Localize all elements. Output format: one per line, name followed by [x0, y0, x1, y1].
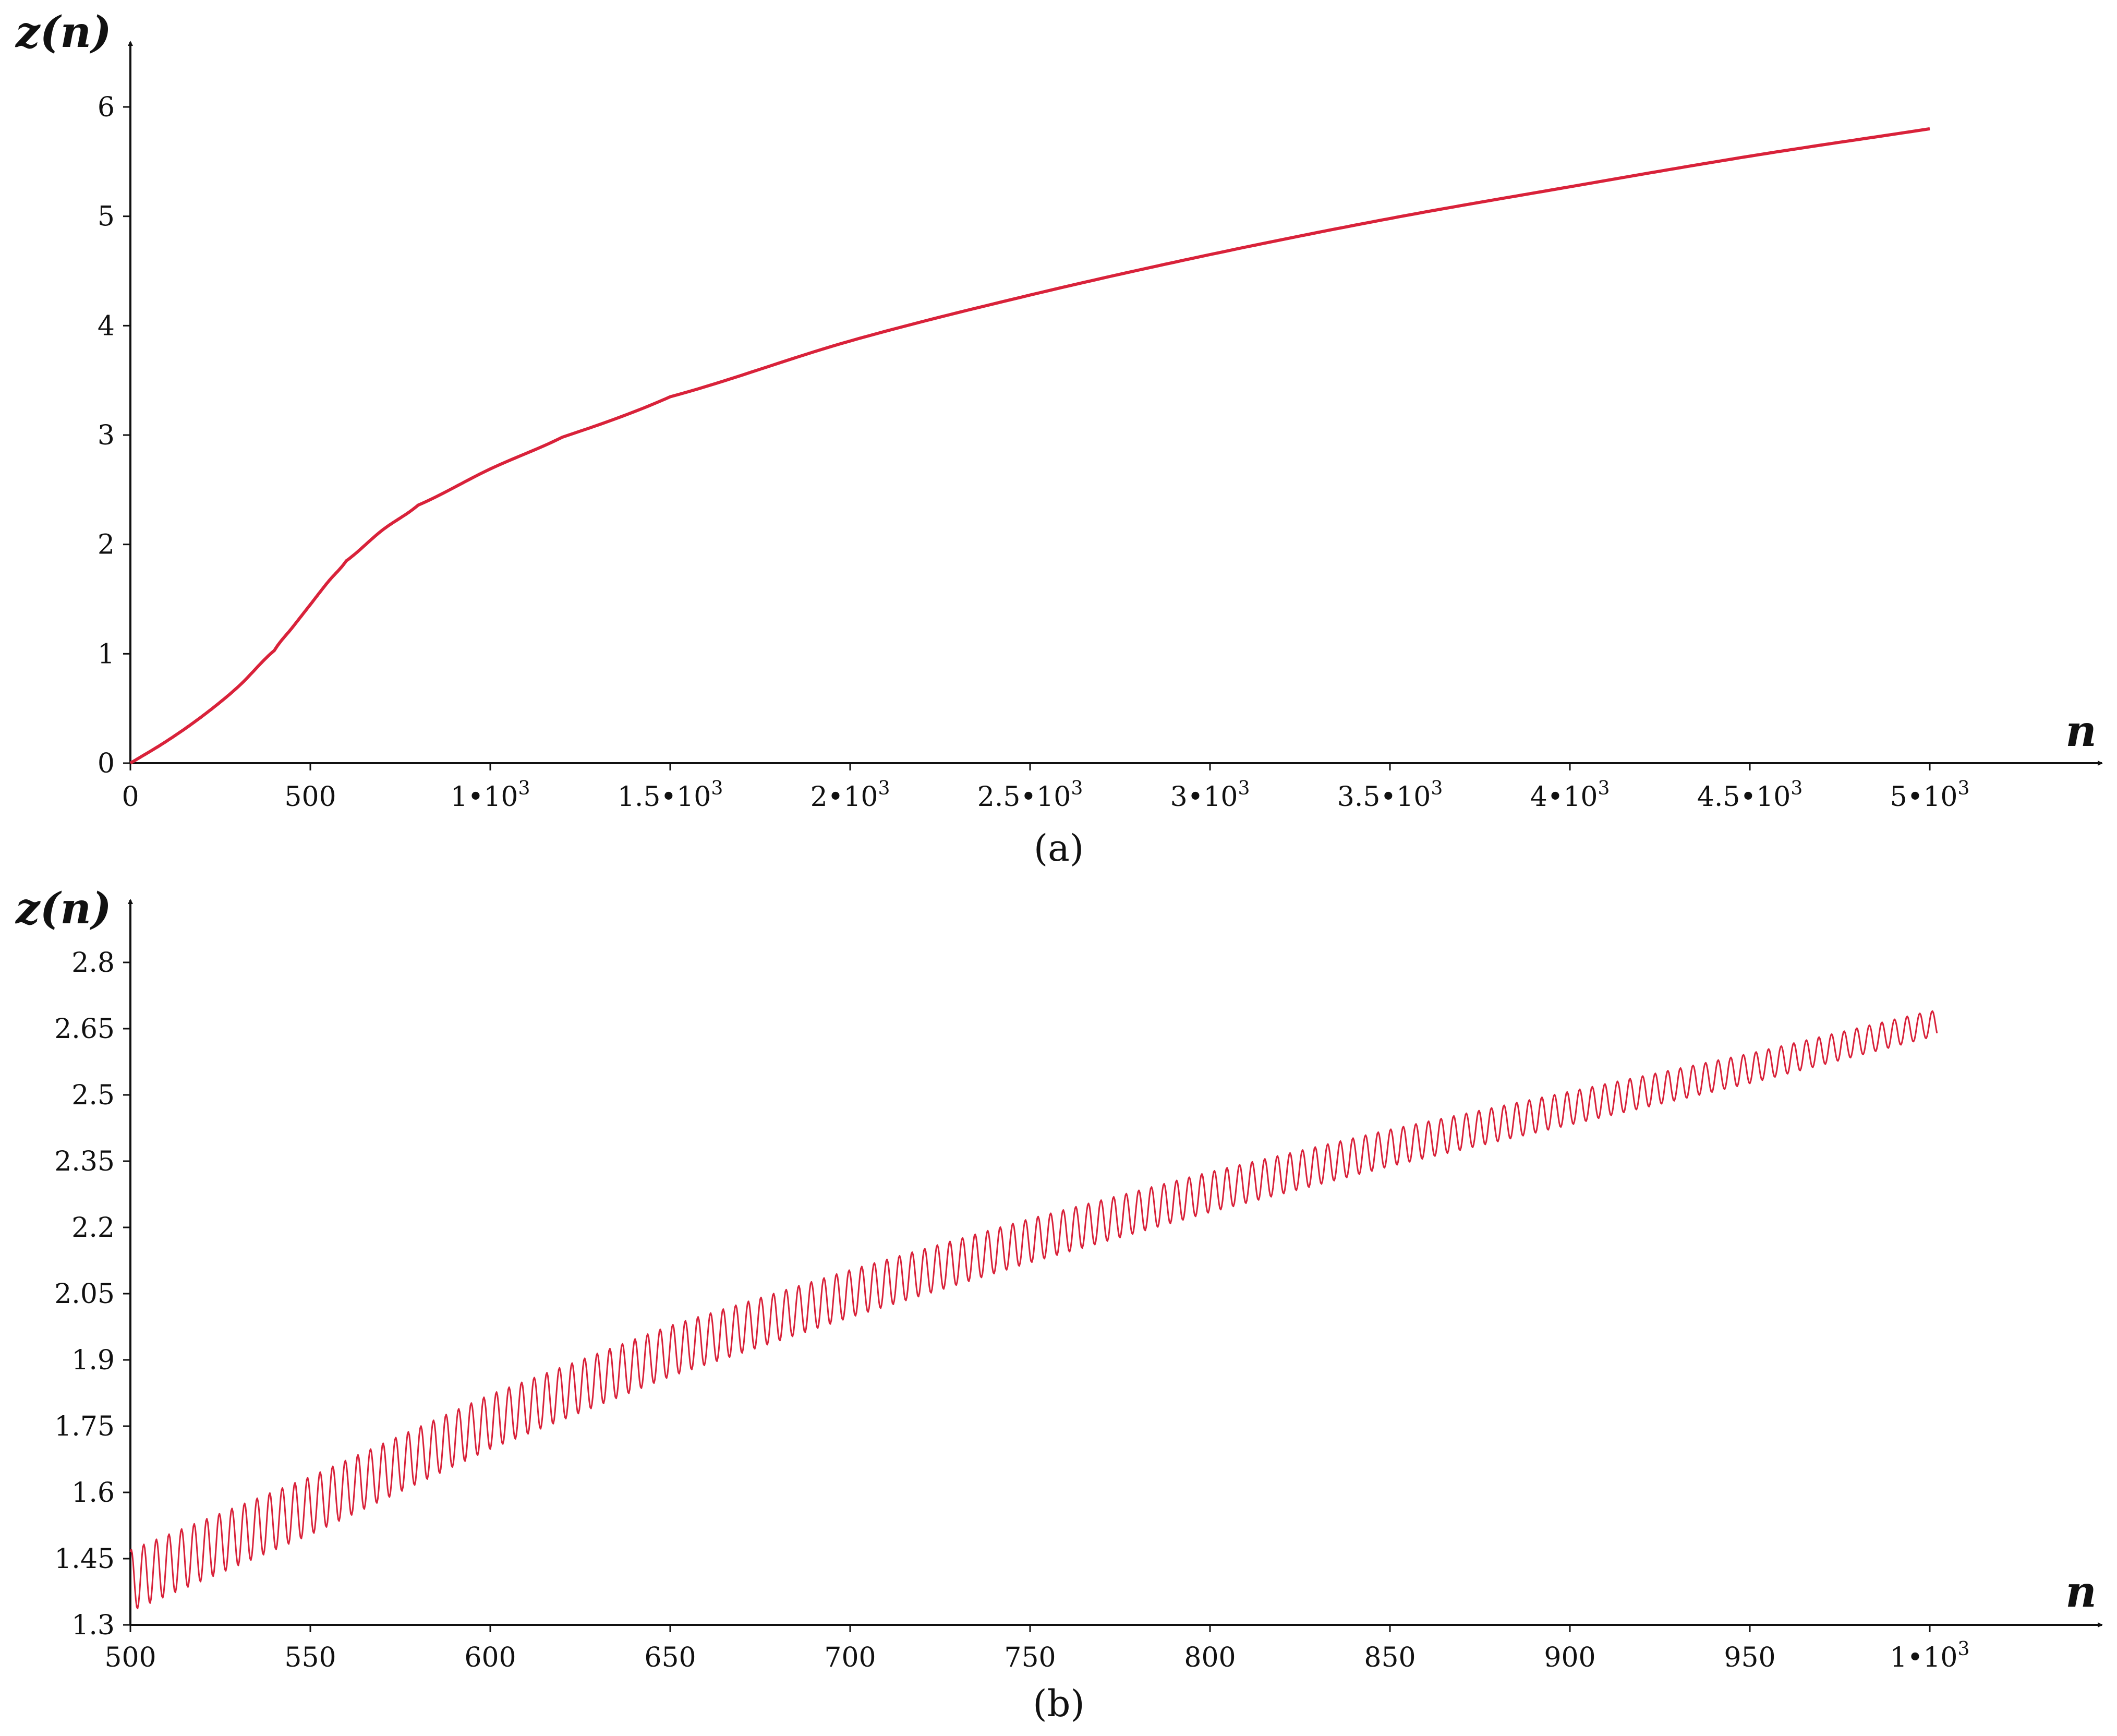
y-tick-label: 2.5	[71, 1080, 115, 1111]
y-tick-label: 2.2	[71, 1212, 115, 1244]
x-tick-label: 3•103	[1170, 778, 1250, 813]
x-tick-label: 2.5•103	[977, 778, 1083, 813]
y-axis-label-b: z(n)	[15, 884, 112, 934]
y-tick-label: 2.35	[54, 1146, 115, 1177]
x-tick-label: 500	[284, 781, 336, 813]
y-tick-label: 1.3	[71, 1610, 115, 1641]
x-tick-label: 900	[1544, 1642, 1595, 1673]
x-tick-label: 3.5•103	[1337, 778, 1443, 813]
y-tick-label: 2	[98, 529, 115, 561]
x-tick-exponent: 3	[1958, 1638, 1970, 1660]
series-line-b	[129, 1010, 1938, 1609]
x-tick-label: 800	[1184, 1642, 1236, 1673]
x-tick-label: 1•103	[451, 778, 530, 813]
x-tick-label: 1•103	[1890, 1638, 1970, 1673]
x-tick-exponent: 3	[1238, 778, 1250, 799]
x-tick-label: 650	[644, 1642, 696, 1673]
x-tick-label: 950	[1724, 1642, 1775, 1673]
x-tick-exponent: 3	[1791, 778, 1803, 799]
x-tick-exponent: 3	[1958, 778, 1970, 799]
y-tick-label: 2.8	[71, 947, 115, 979]
x-tick-label: 2•103	[810, 778, 890, 813]
x-tick-exponent: 3	[711, 778, 723, 799]
x-tick-exponent: 3	[518, 778, 530, 799]
y-tick-label: 2.65	[54, 1014, 115, 1045]
y-tick-label: 1.6	[71, 1477, 115, 1509]
y-tick-label: 5	[98, 201, 115, 233]
x-tick-label: 1.5•103	[618, 778, 723, 813]
panel-label-a: (a)	[1034, 827, 1084, 870]
y-tick-label: 1.45	[54, 1544, 115, 1575]
x-tick-label: 600	[464, 1642, 516, 1673]
x-axis-label-b: n	[2065, 1567, 2097, 1617]
x-tick-exponent: 3	[878, 778, 890, 799]
x-tick-label: 4•103	[1530, 778, 1610, 813]
y-tick-label: 1.75	[54, 1411, 115, 1442]
y-tick-label: 4	[98, 310, 115, 342]
x-tick-label: 850	[1364, 1642, 1416, 1673]
y-tick-label: 1.9	[71, 1345, 115, 1376]
series-line-a	[129, 127, 1930, 765]
x-tick-label: 5•103	[1890, 778, 1970, 813]
panel-label-b: (b)	[1033, 1682, 1084, 1725]
x-tick-label: 500	[104, 1642, 156, 1673]
x-tick-exponent: 3	[1598, 778, 1610, 799]
y-tick-label: 6	[98, 92, 115, 123]
x-tick-label: 0	[122, 781, 139, 813]
x-tick-label: 700	[824, 1642, 876, 1673]
x-tick-label: 4.5•103	[1697, 778, 1803, 813]
x-tick-label: 550	[284, 1642, 336, 1673]
x-tick-label: 750	[1004, 1642, 1056, 1673]
y-axis-label-a: z(n)	[15, 7, 112, 57]
chart-panel-a: 0 500 1•103 1.5•103 2•103 2.5•103 3•103 3.5•103…	[15, 7, 2103, 870]
y-tick-label: 2.05	[54, 1279, 115, 1310]
y-tick-label: 1	[98, 638, 115, 670]
x-tick-exponent: 3	[1431, 778, 1443, 799]
y-tick-label: 3	[98, 420, 115, 451]
chart-panel-b: 500 550 600 650 700 750 800 850 900 950 1•103 1.3 1.…	[15, 884, 2103, 1725]
y-tick-label: 0	[98, 748, 115, 779]
x-tick-exponent: 3	[1071, 778, 1083, 799]
x-axis-label-a: n	[2065, 706, 2097, 756]
